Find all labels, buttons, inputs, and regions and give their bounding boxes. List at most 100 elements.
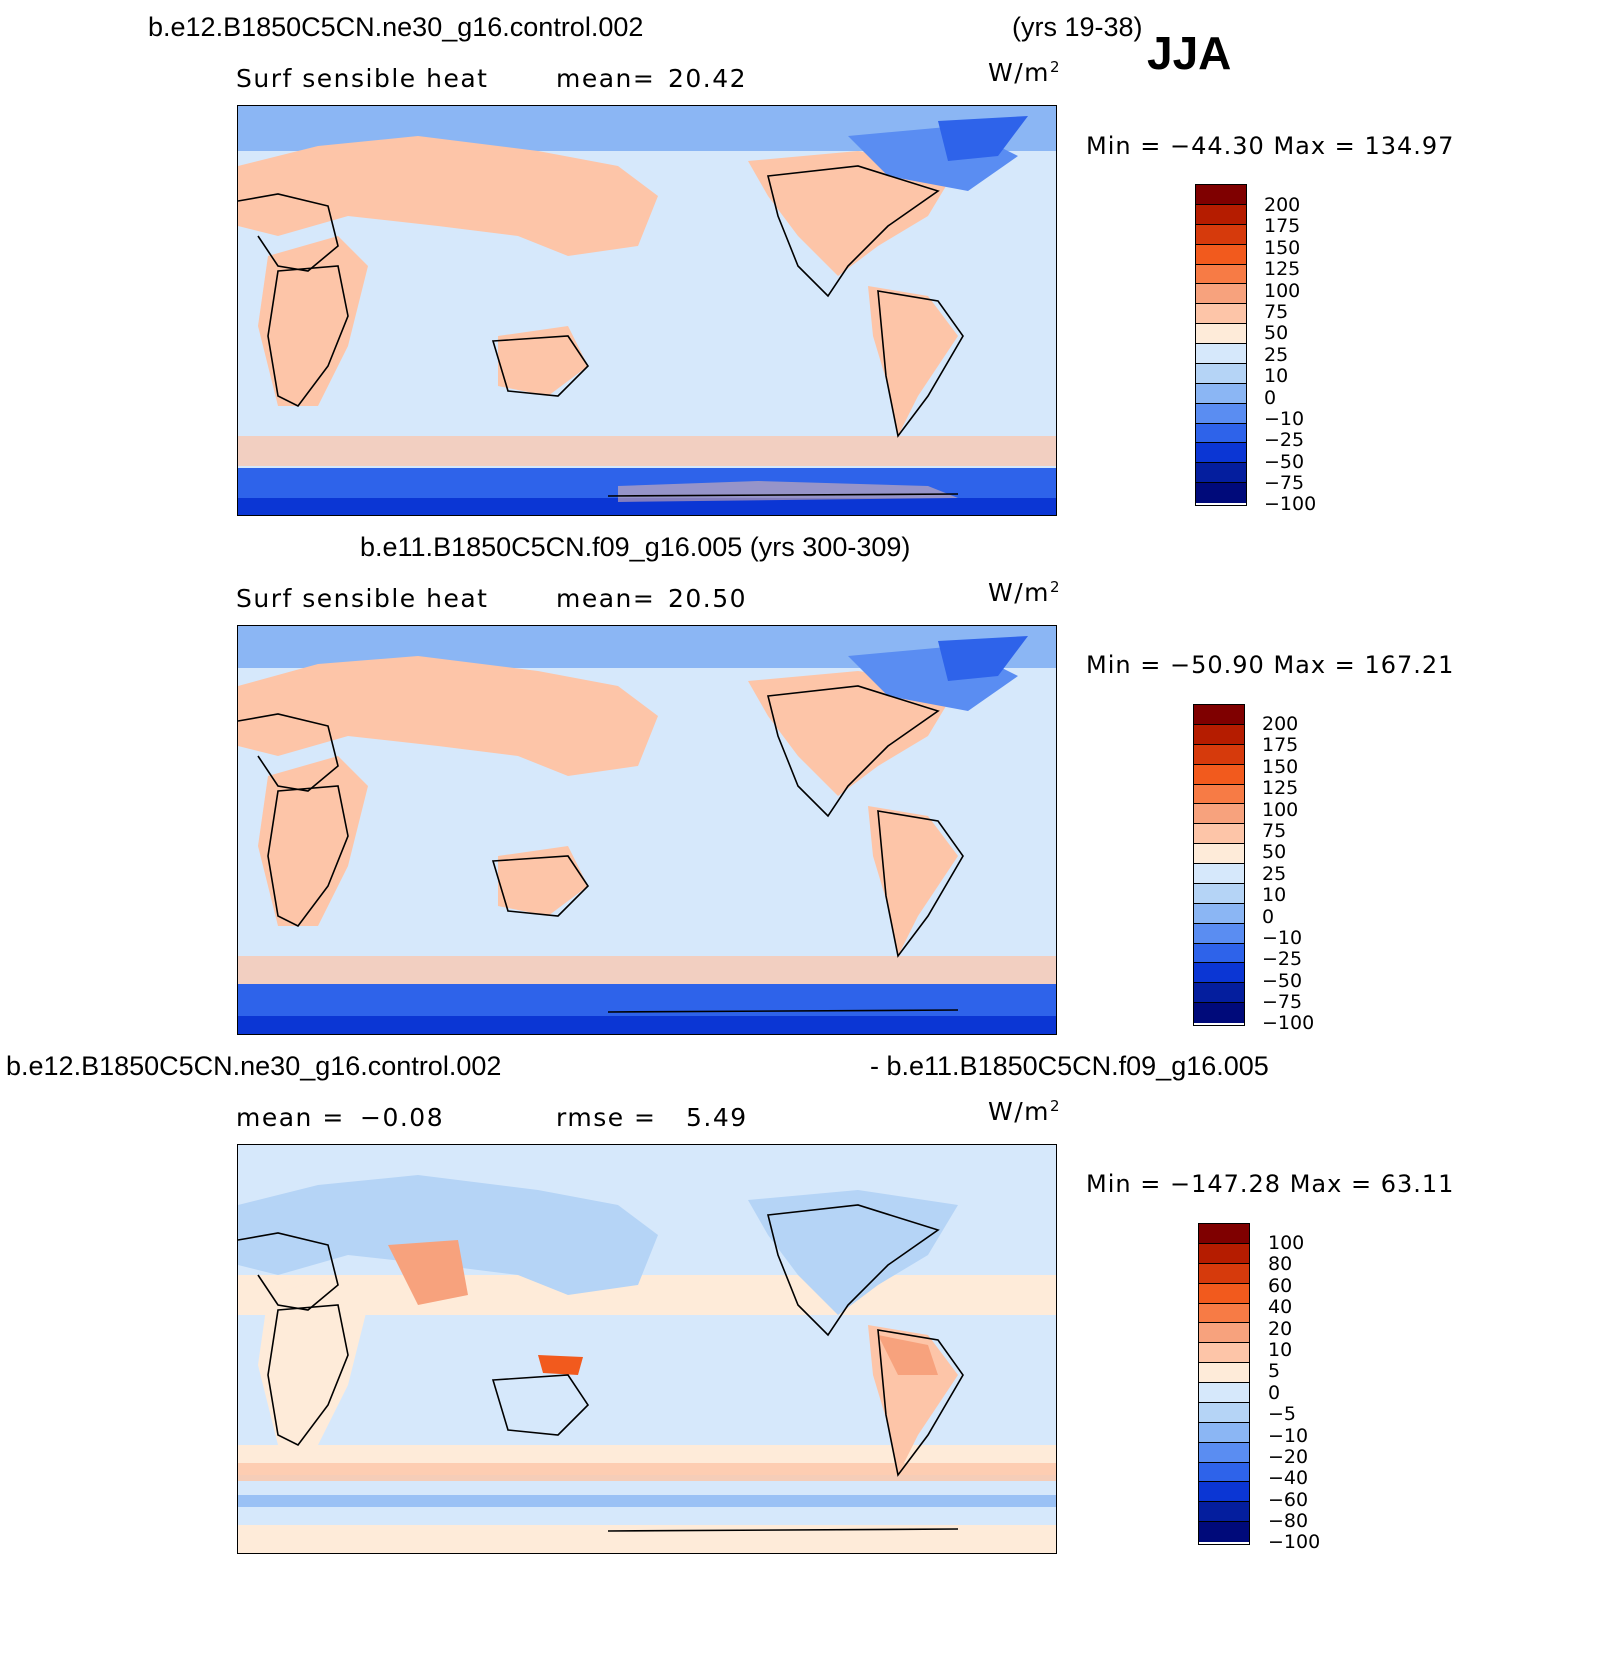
panel3-mean-label: mean =	[236, 1103, 345, 1132]
colorbar-tick-label: −20	[1268, 1445, 1309, 1468]
colorbar-segment	[1196, 483, 1246, 503]
colorbar-segment	[1199, 1402, 1249, 1423]
colorbar-segment	[1196, 363, 1246, 384]
panel1-colorbar	[1195, 184, 1247, 506]
colorbar-tick-label: 0	[1264, 386, 1277, 409]
panel1-mean-label: mean=	[556, 64, 656, 93]
panel1-variable: Surf sensible heat	[236, 64, 489, 93]
colorbar-tick-label: 150	[1262, 755, 1299, 778]
colorbar-segment	[1199, 1442, 1249, 1463]
colorbar-segment	[1194, 844, 1244, 864]
colorbar-segment	[1196, 443, 1246, 464]
colorbar-tick-label: −40	[1268, 1467, 1309, 1490]
colorbar-tick-label: 50	[1262, 841, 1287, 864]
colorbar-segment	[1194, 724, 1244, 745]
panel3-min-max: Min = −147.28 Max = 63.11	[1086, 1170, 1455, 1198]
panel2-min-max: Min = −50.90 Max = 167.21	[1086, 651, 1455, 679]
panel2-colorbar-labels: 200 175 150 125 100 75 50 25 10 0 −10 −25 −50 −75 −100	[1262, 713, 1314, 1035]
colorbar-tick-label: 175	[1264, 215, 1301, 238]
panel1-map-field	[238, 106, 1056, 515]
colorbar-segment	[1194, 983, 1244, 1004]
colorbar-tick-label: 50	[1264, 322, 1289, 345]
colorbar-segment	[1199, 1482, 1249, 1503]
panel2-mean-label: mean=	[556, 584, 656, 613]
panel2-map	[237, 625, 1057, 1035]
colorbar-segment	[1194, 883, 1244, 904]
colorbar-segment	[1199, 1363, 1249, 1383]
colorbar-segment	[1199, 1303, 1249, 1324]
panel3-case-title-right: - b.e11.B1850C5CN.f09_g16.005	[870, 1051, 1269, 1081]
colorbar-segment	[1196, 304, 1246, 325]
colorbar-tick-label: 25	[1264, 343, 1289, 366]
colorbar-segment	[1199, 1343, 1249, 1364]
panel3-case-title-left: b.e12.B1850C5CN.ne30_g16.control.002	[6, 1051, 502, 1081]
colorbar-tick-label: 125	[1264, 258, 1301, 281]
colorbar-tick-label: −60	[1268, 1488, 1309, 1511]
colorbar-tick-label: 200	[1262, 713, 1299, 735]
colorbar-segment	[1196, 264, 1246, 285]
colorbar-segment	[1194, 943, 1244, 964]
panel1-case-title: b.e12.B1850C5CN.ne30_g16.control.002	[148, 12, 644, 42]
colorbar-segment	[1199, 1224, 1249, 1244]
panel2-mean-value: 20.50	[668, 584, 748, 613]
panel3-rmse-value: 5.49	[686, 1103, 748, 1132]
colorbar-segment	[1196, 403, 1246, 424]
colorbar-tick-label: 60	[1268, 1274, 1293, 1297]
colorbar-tick-label: 75	[1262, 819, 1287, 842]
colorbar-segment	[1199, 1263, 1249, 1284]
colorbar-tick-label: −100	[1264, 493, 1317, 516]
colorbar-tick-label: −75	[1262, 991, 1303, 1014]
colorbar-segment	[1194, 804, 1244, 825]
panel3-colorbar-labels: 100 80 60 40 20 10 5 0 −5 −10 −20 −40 −60 −80 −100	[1268, 1232, 1321, 1554]
colorbar-segment	[1199, 1323, 1249, 1344]
colorbar-segment	[1196, 185, 1246, 205]
colorbar-tick-label: 75	[1264, 300, 1289, 323]
colorbar-tick-label: −10	[1264, 407, 1305, 430]
panel3-rmse-label: rmse =	[556, 1103, 657, 1132]
colorbar-tick-label: 200	[1264, 194, 1301, 216]
colorbar-segment	[1199, 1243, 1249, 1264]
colorbar-segment	[1199, 1462, 1249, 1483]
colorbar-tick-label: −5	[1268, 1403, 1297, 1426]
colorbar-tick-label: −10	[1262, 926, 1303, 949]
colorbar-segment	[1196, 224, 1246, 245]
colorbar-segment	[1196, 423, 1246, 444]
colorbar-segment	[1194, 784, 1244, 805]
colorbar-tick-label: 10	[1264, 365, 1289, 388]
colorbar-tick-label: 25	[1262, 862, 1287, 885]
colorbar-segment	[1194, 705, 1244, 725]
panel3-colorbar	[1198, 1223, 1250, 1545]
panel2-colorbar	[1193, 704, 1245, 1026]
colorbar-segment	[1199, 1422, 1249, 1443]
panel1-map	[237, 105, 1057, 516]
colorbar-tick-label: 10	[1268, 1338, 1293, 1361]
colorbar-tick-label: 10	[1262, 884, 1287, 907]
colorbar-segment	[1196, 244, 1246, 265]
panel1-min-max: Min = −44.30 Max = 134.97	[1086, 132, 1455, 160]
colorbar-segment	[1196, 463, 1246, 484]
colorbar-segment	[1196, 204, 1246, 225]
colorbar-tick-label: −10	[1268, 1424, 1309, 1447]
colorbar-tick-label: 80	[1268, 1253, 1293, 1276]
colorbar-tick-label: 100	[1264, 279, 1301, 302]
colorbar-segment	[1196, 324, 1246, 344]
colorbar-tick-label: −100	[1268, 1531, 1321, 1554]
colorbar-segment	[1199, 1383, 1249, 1403]
colorbar-tick-label: 0	[1268, 1381, 1281, 1404]
colorbar-tick-label: 5	[1268, 1360, 1281, 1383]
panel2-variable: Surf sensible heat	[236, 584, 489, 613]
colorbar-segment	[1194, 903, 1244, 924]
colorbar-segment	[1199, 1283, 1249, 1304]
colorbar-segment	[1194, 864, 1244, 884]
colorbar-tick-label: −50	[1264, 450, 1305, 473]
colorbar-segment	[1194, 744, 1244, 765]
colorbar-segment	[1194, 923, 1244, 944]
colorbar-segment	[1196, 284, 1246, 305]
colorbar-tick-label: −75	[1264, 472, 1305, 495]
colorbar-tick-label: 125	[1262, 777, 1299, 800]
colorbar-segment	[1194, 963, 1244, 984]
panel2-units: W/m2	[988, 578, 1062, 608]
colorbar-segment	[1194, 824, 1244, 845]
colorbar-tick-label: 40	[1268, 1296, 1293, 1319]
panel2-case-title: b.e11.B1850C5CN.f09_g16.005 (yrs 300-309…	[360, 532, 911, 562]
